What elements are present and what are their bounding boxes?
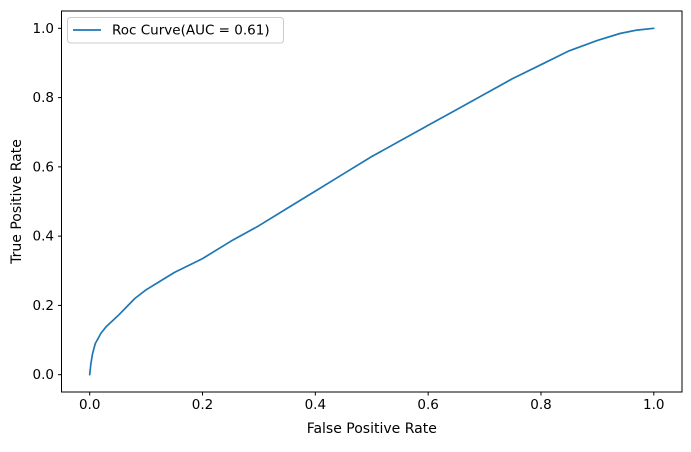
legend: Roc Curve(AUC = 0.61) [67, 17, 284, 44]
x-tick-label: 0.6 [417, 397, 438, 413]
y-axis-label: True Positive Rate [9, 139, 25, 265]
y-tick-label: 1.0 [33, 21, 54, 37]
x-tick-label: 0.0 [79, 397, 100, 413]
x-tick-label: 0.4 [305, 397, 326, 413]
roc-curve-line [88, 27, 655, 376]
legend-box [67, 17, 284, 44]
x-tick-label: 0.2 [192, 397, 213, 413]
y-tick-label: 0.6 [33, 159, 54, 175]
y-axis-ticks: 0.0 0.2 0.4 0.6 0.8 1.0 [33, 21, 62, 383]
y-tick-label: 0.8 [33, 90, 54, 106]
y-tick-label: 0.2 [33, 298, 54, 314]
x-tick-label: 1.0 [643, 397, 664, 413]
legend-label: Roc Curve(AUC = 0.61) [112, 23, 270, 39]
y-tick-label: 0.0 [33, 367, 54, 383]
x-axis-label: False Positive Rate [307, 421, 437, 437]
plot-area [61, 10, 683, 393]
x-tick-label: 0.8 [530, 397, 551, 413]
y-tick-label: 0.4 [33, 229, 54, 245]
x-axis-ticks: 0.0 0.2 0.4 0.6 0.8 1.0 [79, 392, 665, 413]
